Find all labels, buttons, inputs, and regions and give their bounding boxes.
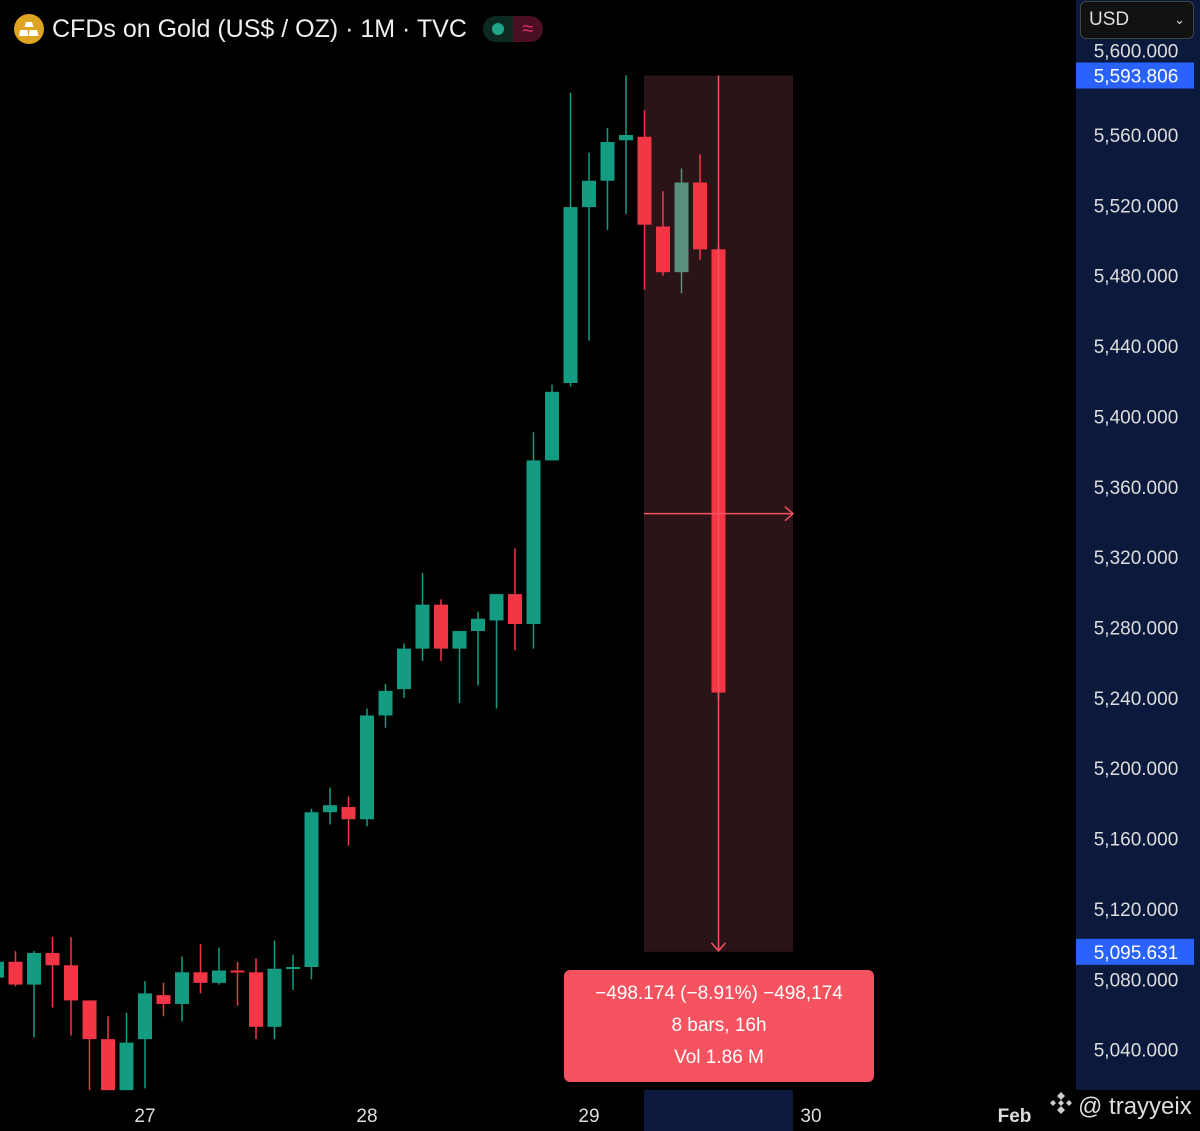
candle-body bbox=[286, 967, 300, 970]
candle-body bbox=[545, 391, 559, 461]
symbol-title[interactable]: CFDs on Gold (US$ / OZ) · 1M · TVC bbox=[52, 14, 467, 43]
candle-body bbox=[138, 993, 152, 1040]
wave-icon: ≈ bbox=[512, 16, 543, 42]
candle-body bbox=[397, 648, 411, 690]
chart-header: CFDs on Gold (US$ / OZ) · 1M · TVC ≈ bbox=[14, 14, 543, 44]
candle-body bbox=[230, 970, 245, 973]
candle-body bbox=[304, 812, 319, 968]
measure-tooltip: −498.174 (−8.91%) −498,174 8 bars, 16h V… bbox=[564, 970, 874, 1082]
measure-bars: 8 bars, 16h bbox=[671, 1015, 767, 1036]
candle-body bbox=[415, 604, 430, 649]
candle-body bbox=[323, 805, 337, 813]
candle-body bbox=[452, 631, 467, 649]
candle-body bbox=[637, 136, 652, 225]
measure-volume: Vol 1.86 M bbox=[674, 1047, 764, 1068]
arrow-down-icon bbox=[710, 942, 727, 952]
candle-body bbox=[582, 180, 596, 208]
gold-bars-icon bbox=[14, 14, 44, 44]
chevron-down-icon: ⌄ bbox=[1174, 12, 1185, 27]
candle-body bbox=[119, 1042, 134, 1091]
market-status-toggle[interactable]: ≈ bbox=[482, 16, 543, 42]
candle-body bbox=[600, 142, 615, 181]
currency-value: USD bbox=[1089, 9, 1130, 30]
candle-body bbox=[175, 972, 189, 1004]
candle-body bbox=[619, 135, 633, 141]
watermark: @ trayyeix bbox=[1048, 1090, 1192, 1123]
candle-body bbox=[212, 970, 226, 983]
candle-body bbox=[82, 1000, 97, 1040]
candle-body bbox=[489, 594, 504, 621]
candle-body bbox=[27, 952, 41, 985]
watermark-text: @ trayyeix bbox=[1078, 1092, 1192, 1120]
candle-body bbox=[45, 952, 60, 966]
candle-body bbox=[656, 226, 670, 273]
candle-body bbox=[156, 995, 171, 1004]
candle-body bbox=[101, 1039, 115, 1091]
candle-body bbox=[341, 806, 356, 820]
candle-body bbox=[693, 182, 707, 250]
candle-body bbox=[0, 961, 4, 978]
candle-body bbox=[526, 460, 541, 625]
candle-body bbox=[508, 594, 522, 625]
binance-logo-icon bbox=[1048, 1090, 1074, 1123]
arrow-right-icon bbox=[784, 506, 795, 522]
price-axis[interactable] bbox=[1076, 0, 1200, 1090]
measure-time-highlight bbox=[644, 1090, 793, 1131]
candle-body bbox=[193, 972, 208, 983]
candle-body bbox=[64, 965, 78, 1001]
candle-body bbox=[8, 961, 23, 985]
candle-body bbox=[471, 618, 485, 632]
candle-body bbox=[434, 604, 448, 649]
candle-body bbox=[360, 715, 374, 820]
candle-body bbox=[563, 207, 578, 384]
currency-select[interactable]: USD ⌄ bbox=[1080, 1, 1194, 39]
candle-body bbox=[674, 182, 689, 273]
measure-change: −498.174 (−8.91%) −498,174 bbox=[595, 983, 843, 1004]
market-open-dot-icon bbox=[482, 16, 513, 42]
candle-body bbox=[249, 972, 263, 1027]
candle-body bbox=[378, 690, 393, 716]
candle-body bbox=[267, 968, 282, 1027]
